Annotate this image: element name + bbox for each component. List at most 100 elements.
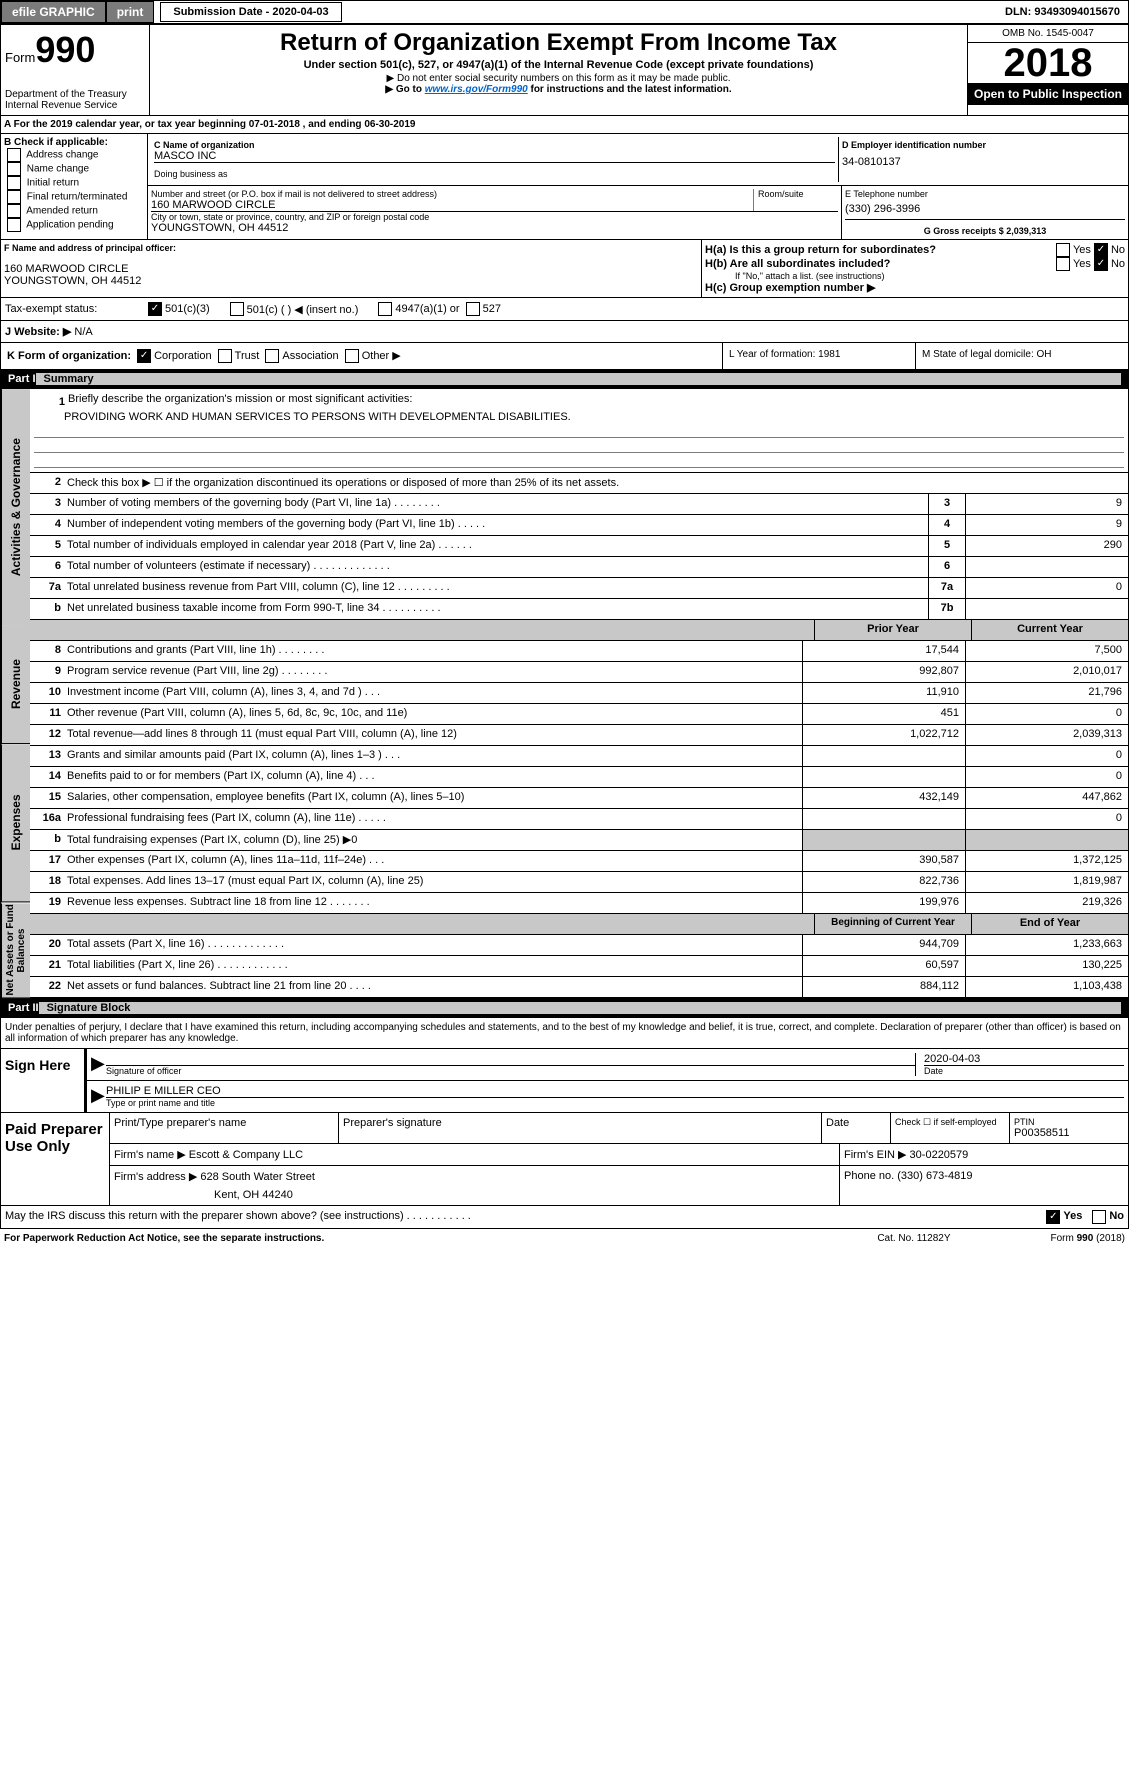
current-16a: 0 (965, 809, 1128, 829)
discuss-yes-checkbox[interactable]: ✓ (1046, 1210, 1060, 1224)
tax-status-label: Tax-exempt status: (5, 303, 145, 315)
form-footer: Form 990 (2018) (1051, 1233, 1125, 1244)
footer: For Paperwork Reduction Act Notice, see … (0, 1229, 1129, 1248)
prior-15: 432,149 (802, 788, 965, 808)
org-name: MASCO INC (154, 150, 835, 162)
current-9: 2,010,017 (965, 662, 1128, 682)
value-7a: 0 (965, 578, 1128, 598)
firm-city: Kent, OH 44240 (114, 1189, 835, 1201)
website-row: J Website: ▶ N/A (0, 321, 1129, 343)
summary-line-7a: Total unrelated business revenue from Pa… (64, 578, 928, 598)
check-final-return/terminated[interactable] (7, 190, 21, 204)
city-value: YOUNGSTOWN, OH 44512 (151, 222, 838, 234)
section-b-to-g: B Check if applicable: Address change Na… (0, 134, 1129, 240)
netassets-label: Net Assets or Fund Balances (1, 903, 30, 998)
bcy-header: Beginning of Current Year (814, 914, 971, 934)
current-20: 1,233,663 (965, 935, 1128, 955)
paid-preparer-label: Paid Preparer Use Only (1, 1113, 109, 1205)
current-8: 7,500 (965, 641, 1128, 661)
corp-checkbox[interactable]: ✓ (137, 349, 151, 363)
4947-checkbox[interactable] (378, 302, 392, 316)
check-initial-return[interactable] (7, 176, 21, 190)
summary-line-22: Net assets or fund balances. Subtract li… (64, 977, 802, 997)
address-value: 160 MARWOOD CIRCLE (151, 199, 753, 211)
activities-label: Activities & Governance (1, 389, 30, 625)
501c3-checkbox[interactable]: ✓ (148, 302, 162, 316)
prior-11: 451 (802, 704, 965, 724)
check-name-change[interactable] (7, 162, 21, 176)
summary-line-b: Total fundraising expenses (Part IX, col… (64, 830, 802, 850)
summary-line-20: Total assets (Part X, line 16) . . . . .… (64, 935, 802, 955)
form-header: Form990 Department of the Treasury Inter… (0, 24, 1129, 116)
dba-label: Doing business as (154, 169, 835, 179)
self-employed-check: Check ☐ if self-employed (891, 1113, 1010, 1143)
prior-21: 60,597 (802, 956, 965, 976)
revenue-label: Revenue (1, 625, 30, 744)
current-22: 1,103,438 (965, 977, 1128, 997)
check-address-change[interactable] (7, 148, 21, 162)
value-5: 290 (965, 536, 1128, 556)
summary-line-19: Revenue less expenses. Subtract line 18 … (64, 893, 802, 913)
efile-button[interactable]: efile GRAPHIC (1, 1, 106, 23)
current-14: 0 (965, 767, 1128, 787)
summary-line-18: Total expenses. Add lines 13–17 (must eq… (64, 872, 802, 892)
irs-link[interactable]: www.irs.gov/Form990 (425, 84, 528, 95)
discuss-no-checkbox[interactable] (1092, 1210, 1106, 1224)
summary-line-11: Other revenue (Part VIII, column (A), li… (64, 704, 802, 724)
sig-date: 2020-04-03 (924, 1053, 1124, 1065)
state-domicile: M State of legal domicile: OH (916, 343, 1128, 369)
officer-name: PHILIP E MILLER CEO (106, 1085, 1124, 1097)
part1-header: Part ISummary (0, 370, 1129, 388)
other-checkbox[interactable] (345, 349, 359, 363)
summary-line-14: Benefits paid to or for members (Part IX… (64, 767, 802, 787)
summary-line-15: Salaries, other compensation, employee b… (64, 788, 802, 808)
city-label: City or town, state or province, country… (151, 212, 838, 222)
summary-line-5: Total number of individuals employed in … (64, 536, 928, 556)
trust-checkbox[interactable] (218, 349, 232, 363)
check-amended-return[interactable] (7, 204, 21, 218)
527-checkbox[interactable] (466, 302, 480, 316)
phone-value: (330) 296-3996 (845, 203, 1125, 215)
prior-8: 17,544 (802, 641, 965, 661)
print-button[interactable]: print (106, 1, 155, 23)
prior-10: 11,910 (802, 683, 965, 703)
sig-officer-label: Signature of officer (106, 1065, 915, 1076)
ha-no-checkbox[interactable]: ✓ (1094, 243, 1108, 257)
phone-label: E Telephone number (845, 189, 1125, 199)
mission-text: PROVIDING WORK AND HUMAN SERVICES TO PER… (34, 411, 1124, 423)
klm-row: K Form of organization: ✓Corporation Tru… (0, 343, 1129, 370)
form-subtitle: Under section 501(c), 527, or 4947(a)(1)… (154, 59, 963, 71)
q1-text: Briefly describe the organization's miss… (68, 393, 412, 411)
501c-checkbox[interactable] (230, 302, 244, 316)
form-number: Form990 (5, 29, 145, 71)
summary-line-6: Total number of volunteers (estimate if … (64, 557, 928, 577)
value-6 (965, 557, 1128, 577)
firm-name: Escott & Company LLC (189, 1149, 303, 1161)
expenses-label: Expenses (1, 744, 30, 902)
arrow-icon: ▶ (91, 1053, 106, 1076)
check-applicable-label: B Check if applicable: (4, 137, 144, 148)
value-3: 9 (965, 494, 1128, 514)
officer-label: F Name and address of principal officer: (4, 243, 698, 253)
prior-9: 992,807 (802, 662, 965, 682)
ha-yes-checkbox[interactable] (1056, 243, 1070, 257)
check-application-pending[interactable] (7, 218, 21, 232)
hb-note: If "No," attach a list. (see instruction… (705, 271, 1125, 281)
summary-line-16a: Professional fundraising fees (Part IX, … (64, 809, 802, 829)
ha-label: H(a) Is this a group return for subordin… (705, 244, 1053, 256)
dln-label: DLN: 93493094015670 (997, 3, 1128, 21)
address-label: Number and street (or P.O. box if mail i… (151, 189, 753, 199)
value-4: 9 (965, 515, 1128, 535)
hb-no-checkbox[interactable]: ✓ (1094, 257, 1108, 271)
summary-line-3: Number of voting members of the governin… (64, 494, 928, 514)
hc-label: H(c) Group exemption number ▶ (705, 281, 1125, 294)
summary-line-4: Number of independent voting members of … (64, 515, 928, 535)
tax-status-row: Tax-exempt status: ✓501(c)(3) 501(c) ( )… (0, 298, 1129, 321)
cat-number: Cat. No. 11282Y (877, 1233, 950, 1244)
current-year-header: Current Year (971, 620, 1128, 640)
form-title: Return of Organization Exempt From Incom… (154, 29, 963, 57)
current-21: 130,225 (965, 956, 1128, 976)
hb-yes-checkbox[interactable] (1056, 257, 1070, 271)
dept-label: Department of the Treasury Internal Reve… (5, 89, 145, 111)
assoc-checkbox[interactable] (265, 349, 279, 363)
